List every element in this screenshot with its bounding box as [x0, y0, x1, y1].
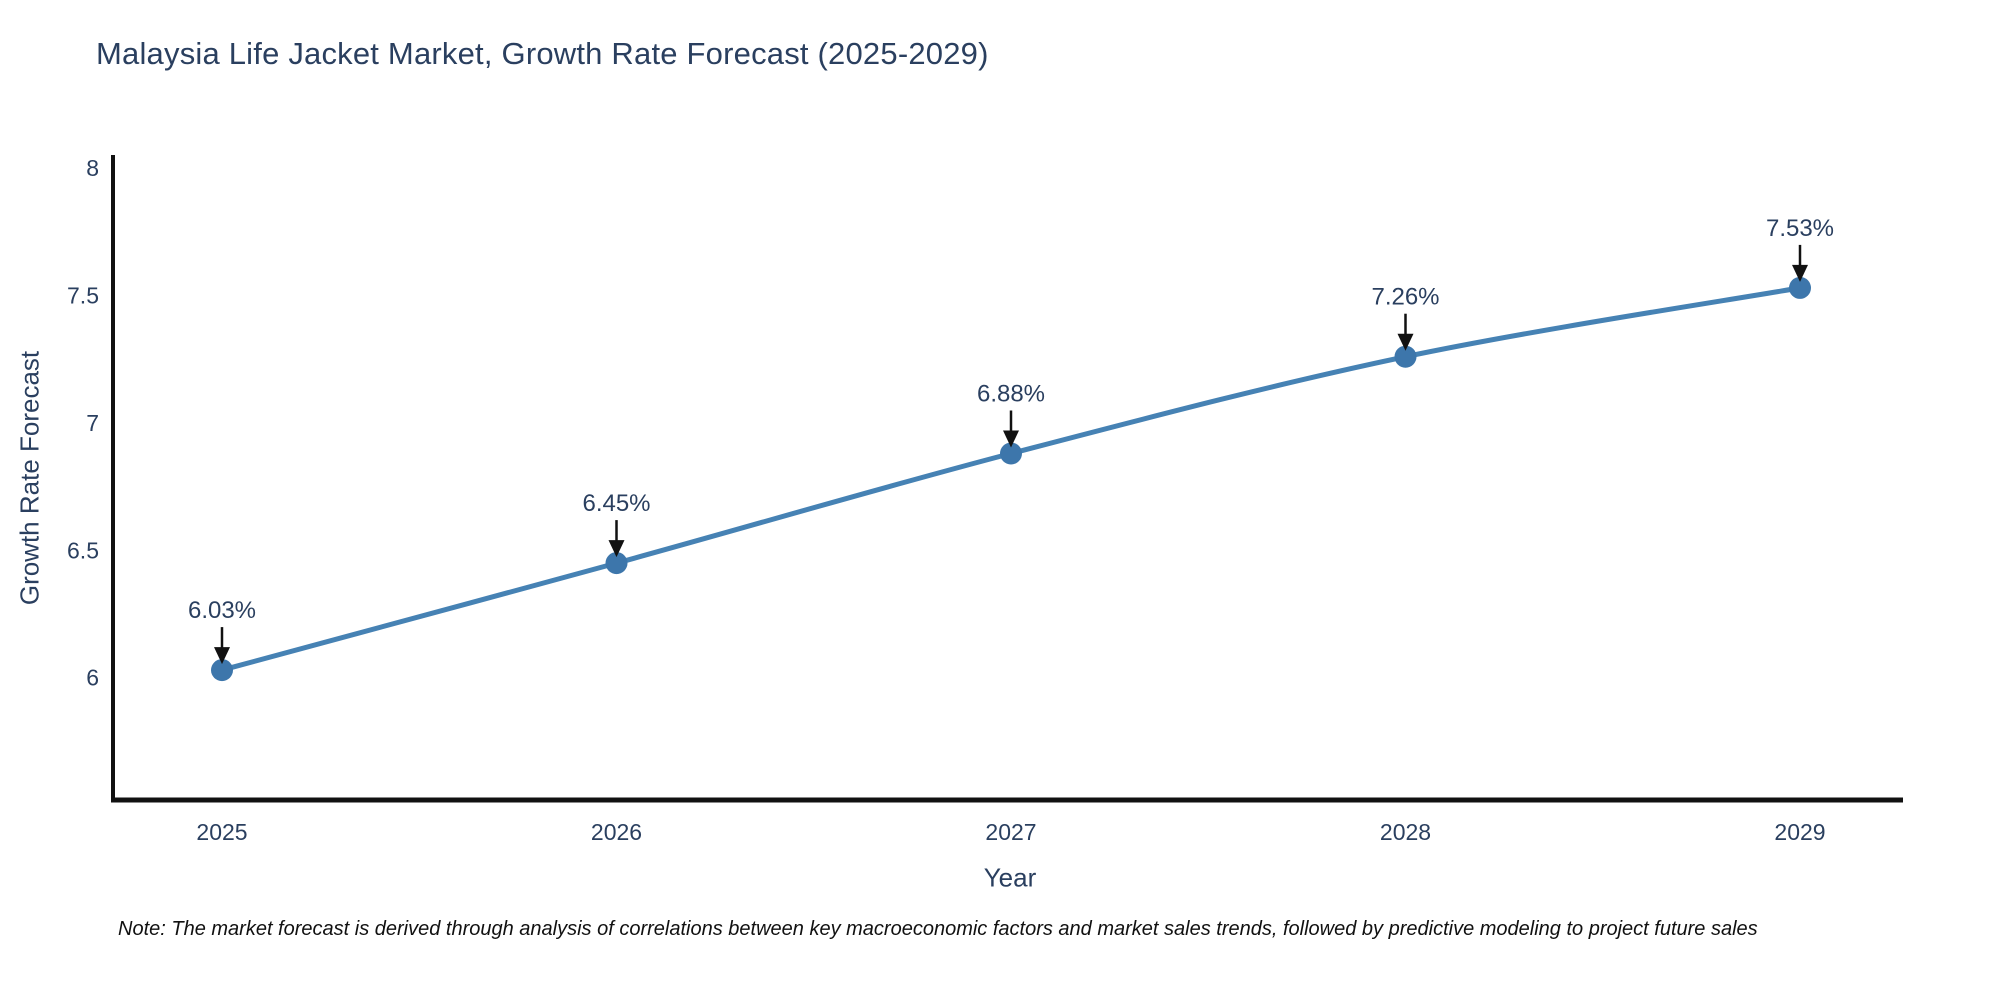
point-annotation-label: 7.26%	[1371, 284, 1439, 311]
x-axis-title: Year	[983, 862, 1037, 893]
point-annotation-label: 7.53%	[1766, 215, 1834, 242]
point-annotation-label: 6.45%	[582, 490, 650, 517]
point-annotation-label: 6.03%	[188, 597, 256, 624]
x-tick-label: 2028	[1380, 819, 1431, 845]
trend-line	[219, 285, 1803, 673]
annotation-arrowhead-icon	[1003, 430, 1019, 448]
x-tick-label: 2029	[1774, 819, 1825, 845]
data-point-marker	[211, 659, 233, 682]
x-tick-label: 2025	[196, 819, 247, 845]
data-point-marker	[1789, 276, 1811, 299]
x-tick-label: 2026	[591, 819, 642, 845]
annotation-arrowhead-icon	[1792, 264, 1808, 282]
y-tick-label: 6.5	[67, 537, 99, 563]
annotation-arrowhead-icon	[214, 647, 230, 665]
chart-title: Malaysia Life Jacket Market, Growth Rate…	[96, 36, 989, 71]
point-annotation-label: 6.88%	[977, 381, 1045, 408]
data-point-marker	[1394, 345, 1417, 368]
footnote: Note: The market forecast is derived thr…	[118, 918, 1758, 940]
annotation-arrowhead-icon	[1397, 333, 1414, 351]
y-tick-label: 7.5	[67, 283, 99, 309]
x-tick-label: 2027	[985, 819, 1036, 845]
annotation-arrowhead-icon	[608, 540, 625, 558]
y-tick-label: 6	[86, 665, 99, 691]
data-point-marker	[1000, 442, 1022, 465]
y-tick-label: 7	[86, 410, 99, 436]
data-point-marker	[605, 552, 628, 575]
y-axis-title: Growth Rate Forecast	[14, 350, 45, 606]
y-tick-label: 8	[86, 155, 99, 181]
